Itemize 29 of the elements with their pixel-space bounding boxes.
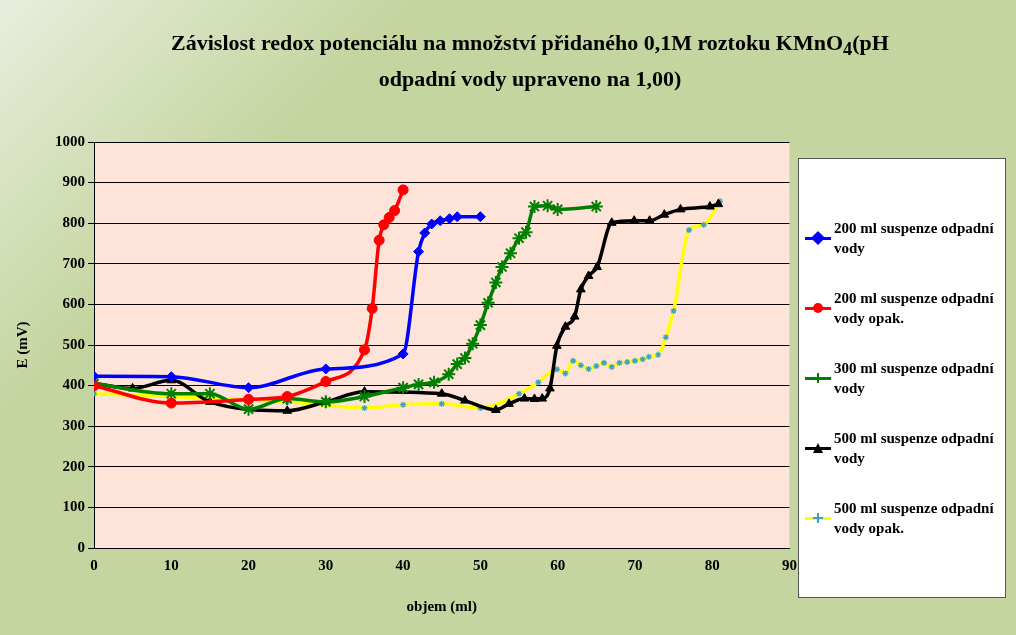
legend-label: 500 ml suspenze odpadní vody xyxy=(834,429,995,468)
x-tick-label: 50 xyxy=(472,556,488,573)
x-tick-label: 90 xyxy=(782,556,797,573)
y-tick-label: 400 xyxy=(62,376,85,393)
x-axis-title: objem (ml) xyxy=(406,597,477,615)
x-tick-label: 30 xyxy=(318,556,334,573)
x-tick-label: 10 xyxy=(163,556,179,573)
x-tick-label: 80 xyxy=(704,556,720,573)
y-tick-label: 600 xyxy=(62,295,85,312)
y-axis-title: E (mV) xyxy=(13,321,31,369)
x-tick-label: 20 xyxy=(241,556,257,573)
y-tick-label: 100 xyxy=(62,498,85,515)
legend-label: 300 ml suspenze odpadní vody xyxy=(834,359,995,398)
y-tick-label: 500 xyxy=(62,335,85,352)
y-tick-label: 700 xyxy=(62,254,85,271)
legend-label: 200 ml suspenze odpadní vody xyxy=(834,219,995,258)
y-tick-label: 900 xyxy=(62,173,85,190)
y-tick-label: 0 xyxy=(77,538,85,555)
y-tick-label: 200 xyxy=(62,457,85,474)
legend-label: 500 ml suspenze odpadní vody opak. xyxy=(834,499,995,538)
x-tick-label: 70 xyxy=(627,556,643,573)
legend-label: 200 ml suspenze odpadní vody opak. xyxy=(834,289,995,328)
y-tick-label: 800 xyxy=(62,214,85,231)
chart-title: Závislost redox potenciálu na množství přidaného 0,1M roztoku KMnO$_{4}$(pH odpadní vody upraveno na 1,00) xyxy=(171,30,889,92)
y-tick-label: 1000 xyxy=(55,132,85,149)
x-tick-label: 60 xyxy=(550,556,566,573)
y-tick-label: 300 xyxy=(62,417,85,434)
x-tick-label: 40 xyxy=(395,556,411,573)
x-tick-label: 0 xyxy=(90,556,98,573)
